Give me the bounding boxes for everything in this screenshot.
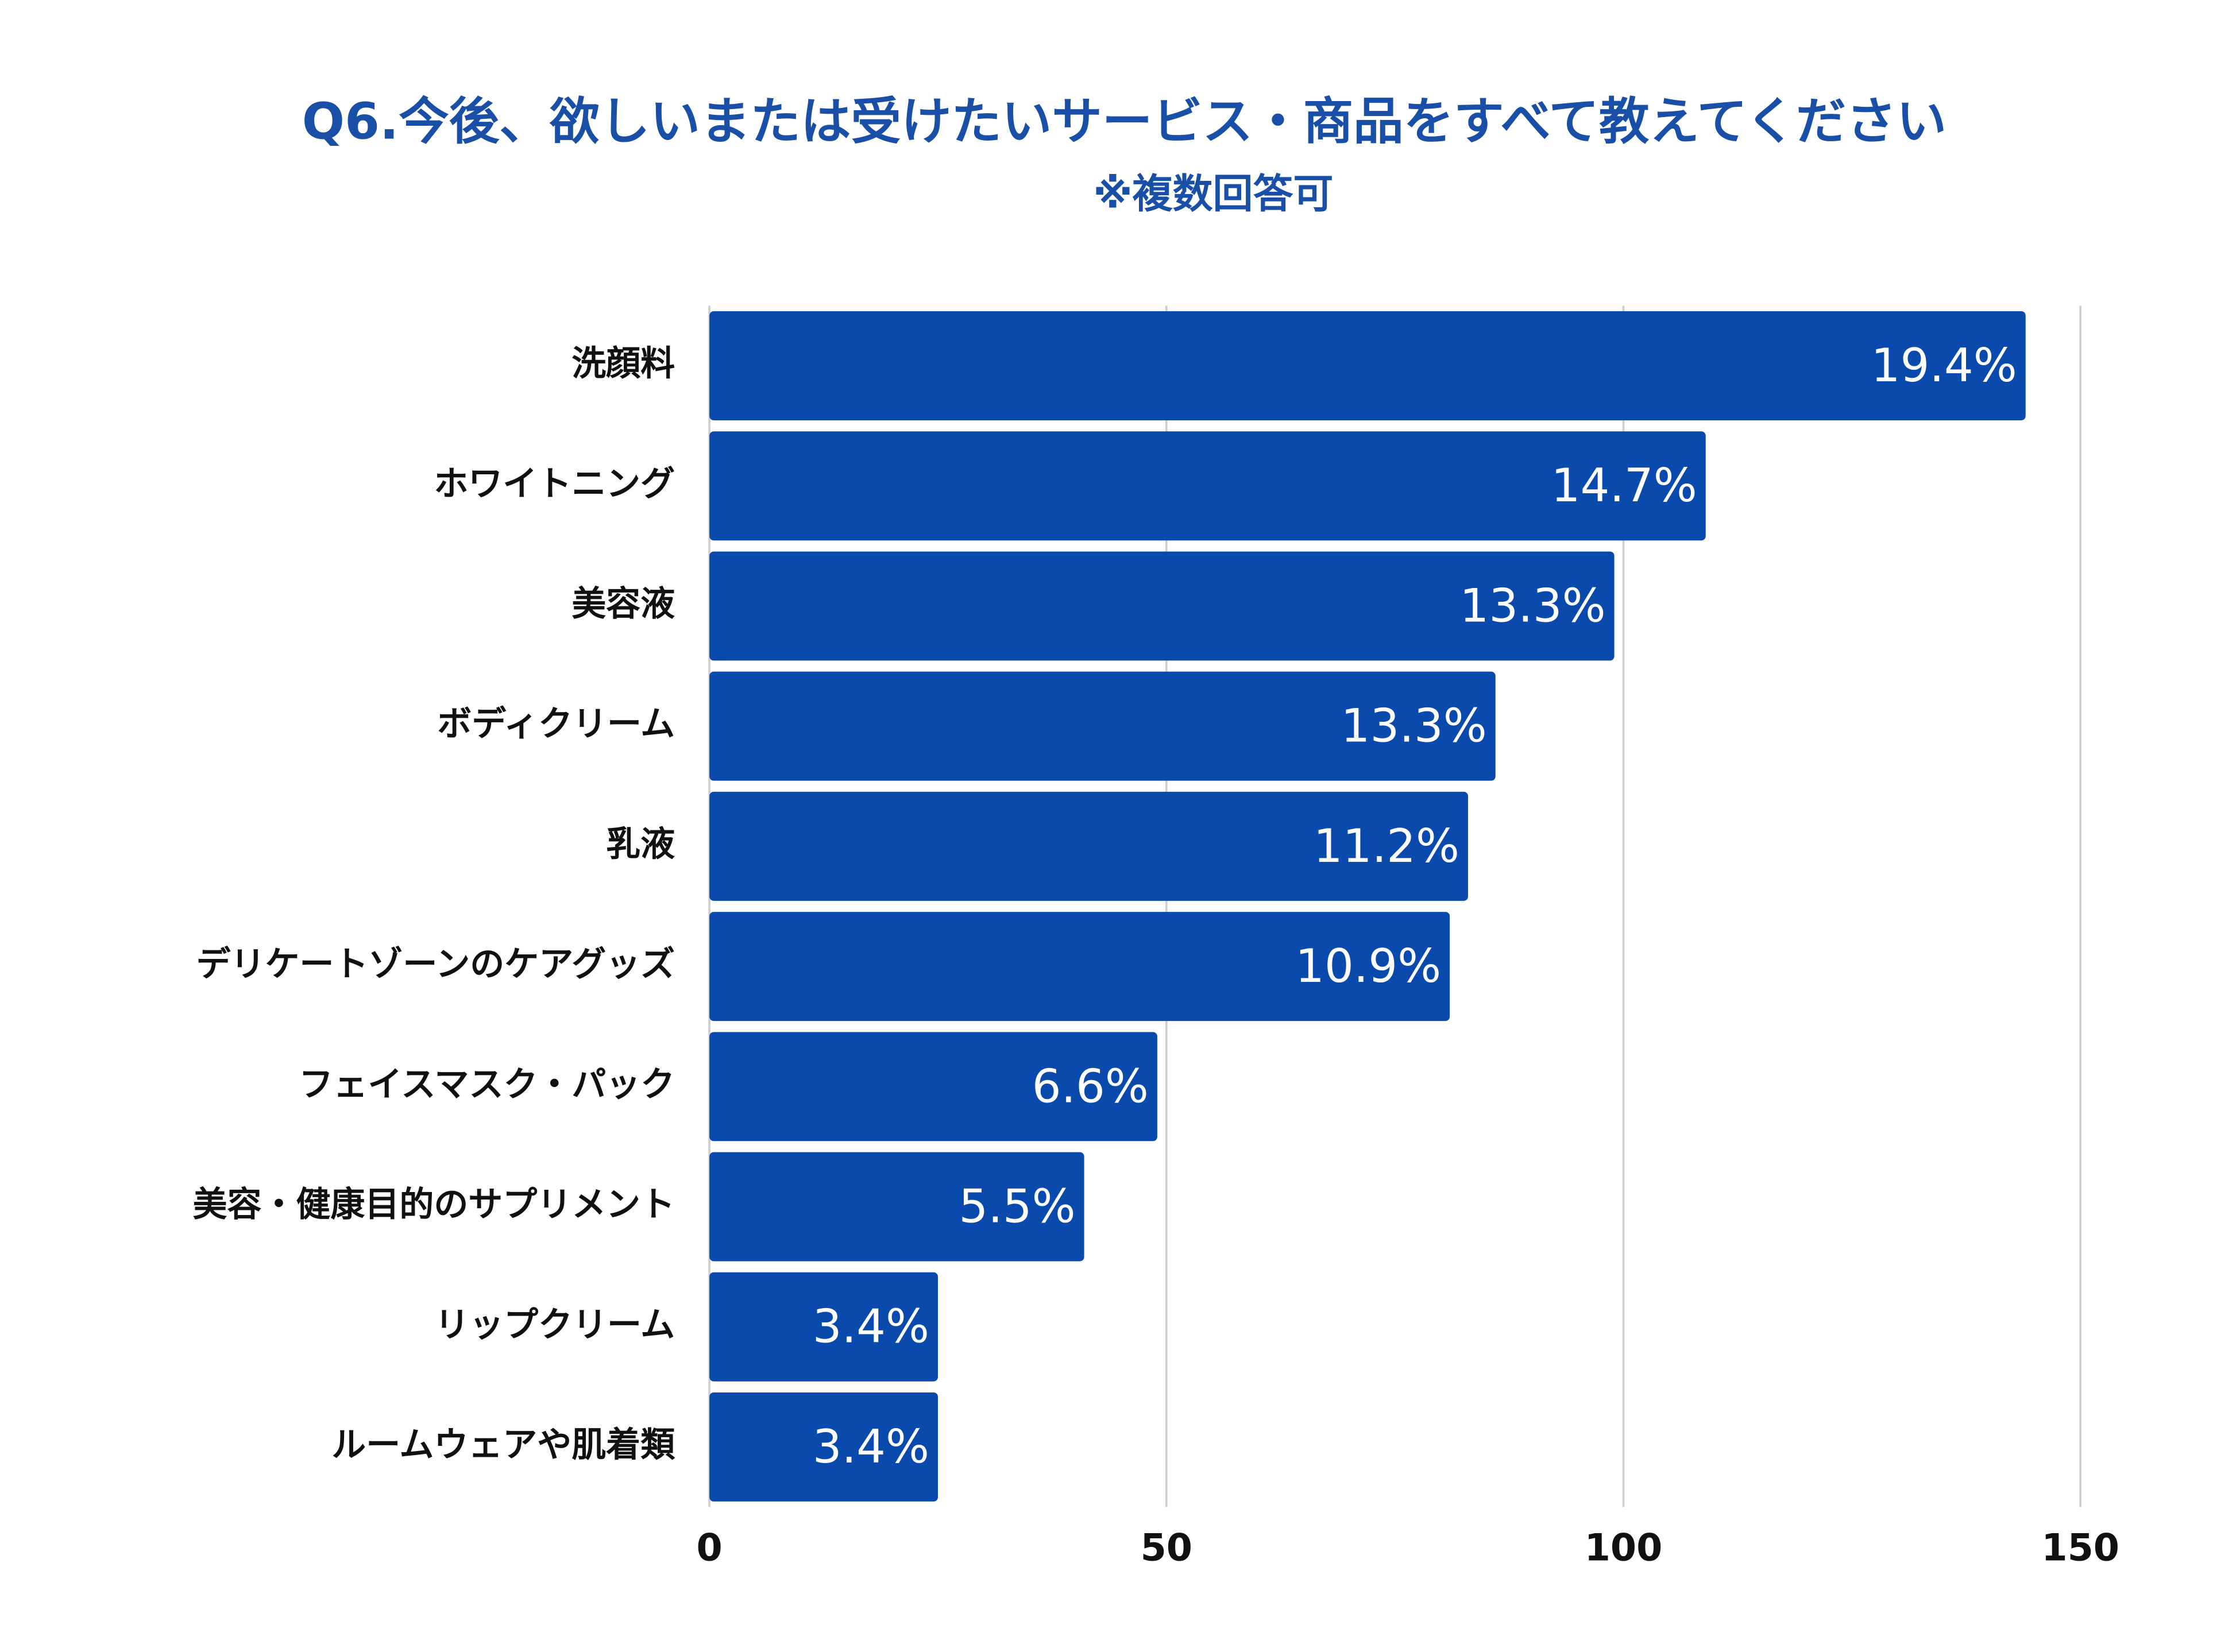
y-tick-label: 乳液 <box>606 824 675 864</box>
value-label: 11.2% <box>1314 819 1459 873</box>
bar <box>709 1152 1084 1262</box>
y-tick-label: リップクリーム <box>435 1305 675 1345</box>
bar <box>709 1032 1157 1142</box>
x-tick-label: 150 <box>2041 1527 2119 1570</box>
value-label: 5.5% <box>959 1179 1075 1233</box>
bar <box>709 912 1450 1022</box>
x-tick-label: 0 <box>697 1527 723 1570</box>
bar <box>709 311 2026 420</box>
x-tick-label: 100 <box>1585 1527 1663 1570</box>
x-tick-label: 50 <box>1141 1527 1192 1570</box>
value-label: 19.4% <box>1871 339 2017 392</box>
y-tick-label: 洗顔料 <box>571 344 675 384</box>
bar <box>709 671 1496 781</box>
value-label: 10.9% <box>1295 939 1441 993</box>
y-tick-label: 美容液 <box>571 584 675 624</box>
chart-subtitle: ※複数回答可 <box>1094 170 1334 217</box>
bar <box>709 1392 938 1502</box>
y-tick-label: ホワイトニング <box>434 464 675 504</box>
value-label: 3.4% <box>813 1420 929 1473</box>
value-label: 13.3% <box>1341 699 1487 753</box>
y-tick-label: ボディクリーム <box>437 704 675 744</box>
chart-title: Q6.今後、欲しいまたは受けたいサービス・商品をすべて教えてください <box>302 92 1947 150</box>
y-tick-label: ルームウェアや肌着類 <box>331 1425 675 1465</box>
value-label: 14.7% <box>1551 459 1697 512</box>
bar <box>709 791 1468 901</box>
bar <box>709 551 1615 661</box>
value-label: 13.3% <box>1460 579 1606 632</box>
y-tick-label: 美容・健康目的のサプリメント <box>193 1185 675 1225</box>
value-label: 3.4% <box>813 1300 929 1353</box>
bar <box>709 1272 938 1382</box>
y-tick-label: フェイスマスク・パック <box>299 1065 675 1105</box>
value-label: 6.6% <box>1032 1059 1149 1113</box>
y-tick-label: デリケートゾーンのケアグッズ <box>196 945 675 985</box>
bar <box>709 431 1706 541</box>
